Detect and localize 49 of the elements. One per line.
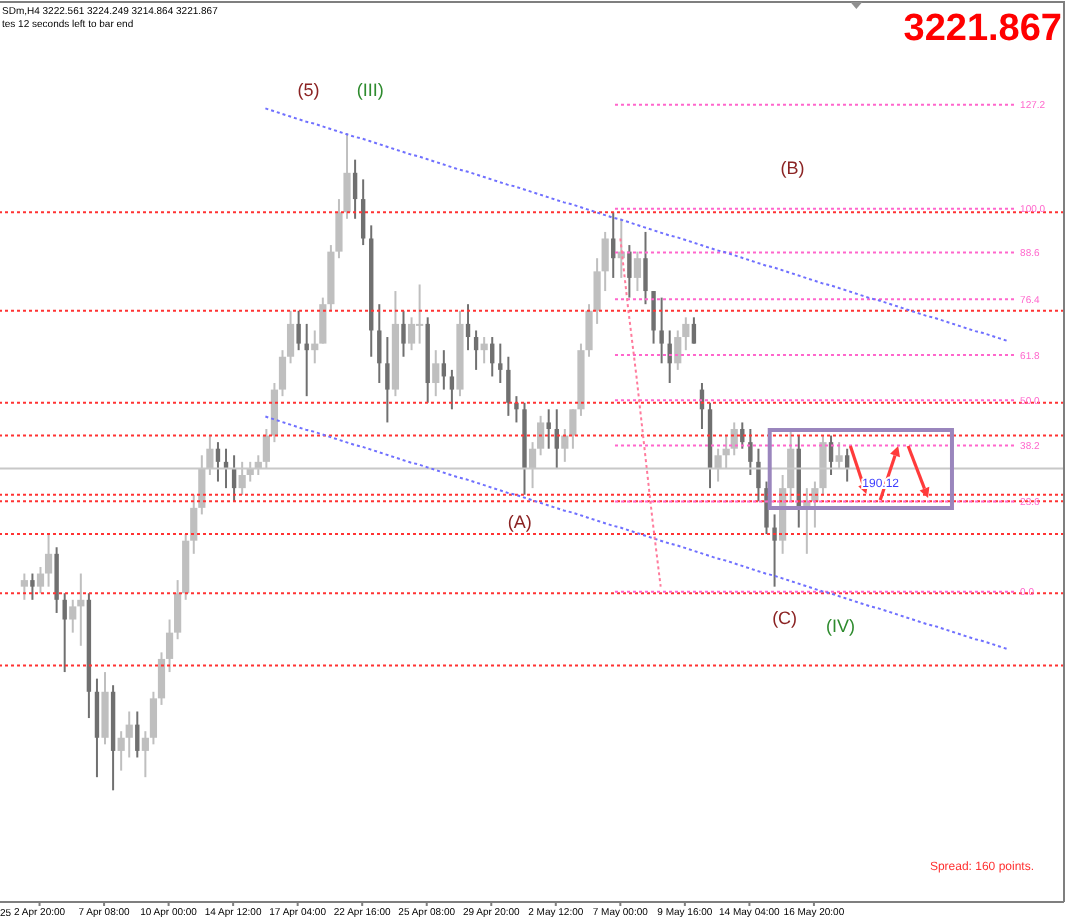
candlestick <box>764 480 769 536</box>
candlestick <box>748 428 753 476</box>
annotation: (IV) <box>825 616 855 636</box>
candlestick <box>385 336 390 424</box>
candlestick <box>54 546 59 614</box>
candlestick <box>44 533 53 588</box>
candlestick <box>449 368 455 411</box>
candlestick <box>20 572 28 601</box>
annotation: (C) <box>772 608 798 628</box>
candlestick <box>36 565 45 595</box>
annotation: (B) <box>780 158 805 178</box>
candlestick <box>304 322 309 398</box>
candlestick <box>659 296 664 365</box>
candlestick <box>94 677 100 779</box>
candlestick <box>30 572 35 601</box>
candlestick <box>756 447 761 503</box>
candlestick <box>135 710 140 759</box>
candlestick <box>407 316 416 352</box>
candlestick <box>286 309 295 365</box>
candlestick <box>667 329 672 385</box>
candlestick <box>473 329 479 371</box>
candlestick <box>352 158 358 220</box>
candlestick <box>633 250 642 293</box>
candlestick <box>416 283 424 345</box>
candlestick <box>514 395 519 424</box>
candlestick <box>401 309 406 358</box>
text: 3221.867 <box>903 8 1062 50</box>
candlestick <box>62 592 67 674</box>
candlestick <box>69 598 77 634</box>
candlestick <box>691 316 697 345</box>
candlestick <box>643 230 648 306</box>
candlestick <box>215 441 221 483</box>
candlestick <box>674 329 682 371</box>
candlestick <box>772 513 777 588</box>
candlestick <box>432 349 440 398</box>
candlestick <box>465 303 471 352</box>
candlestick <box>441 349 447 391</box>
candlestick <box>611 211 616 279</box>
annotation: (A) <box>507 512 532 532</box>
text: (5) <box>297 80 320 100</box>
candlestick <box>125 710 133 759</box>
text: (III) <box>356 80 384 100</box>
candlestick <box>101 671 109 746</box>
candlestick <box>498 342 503 385</box>
candlestick <box>546 408 551 450</box>
candlestick <box>377 303 382 385</box>
candlestick <box>627 244 632 299</box>
candlestick <box>296 309 301 352</box>
candlestick <box>506 355 511 417</box>
